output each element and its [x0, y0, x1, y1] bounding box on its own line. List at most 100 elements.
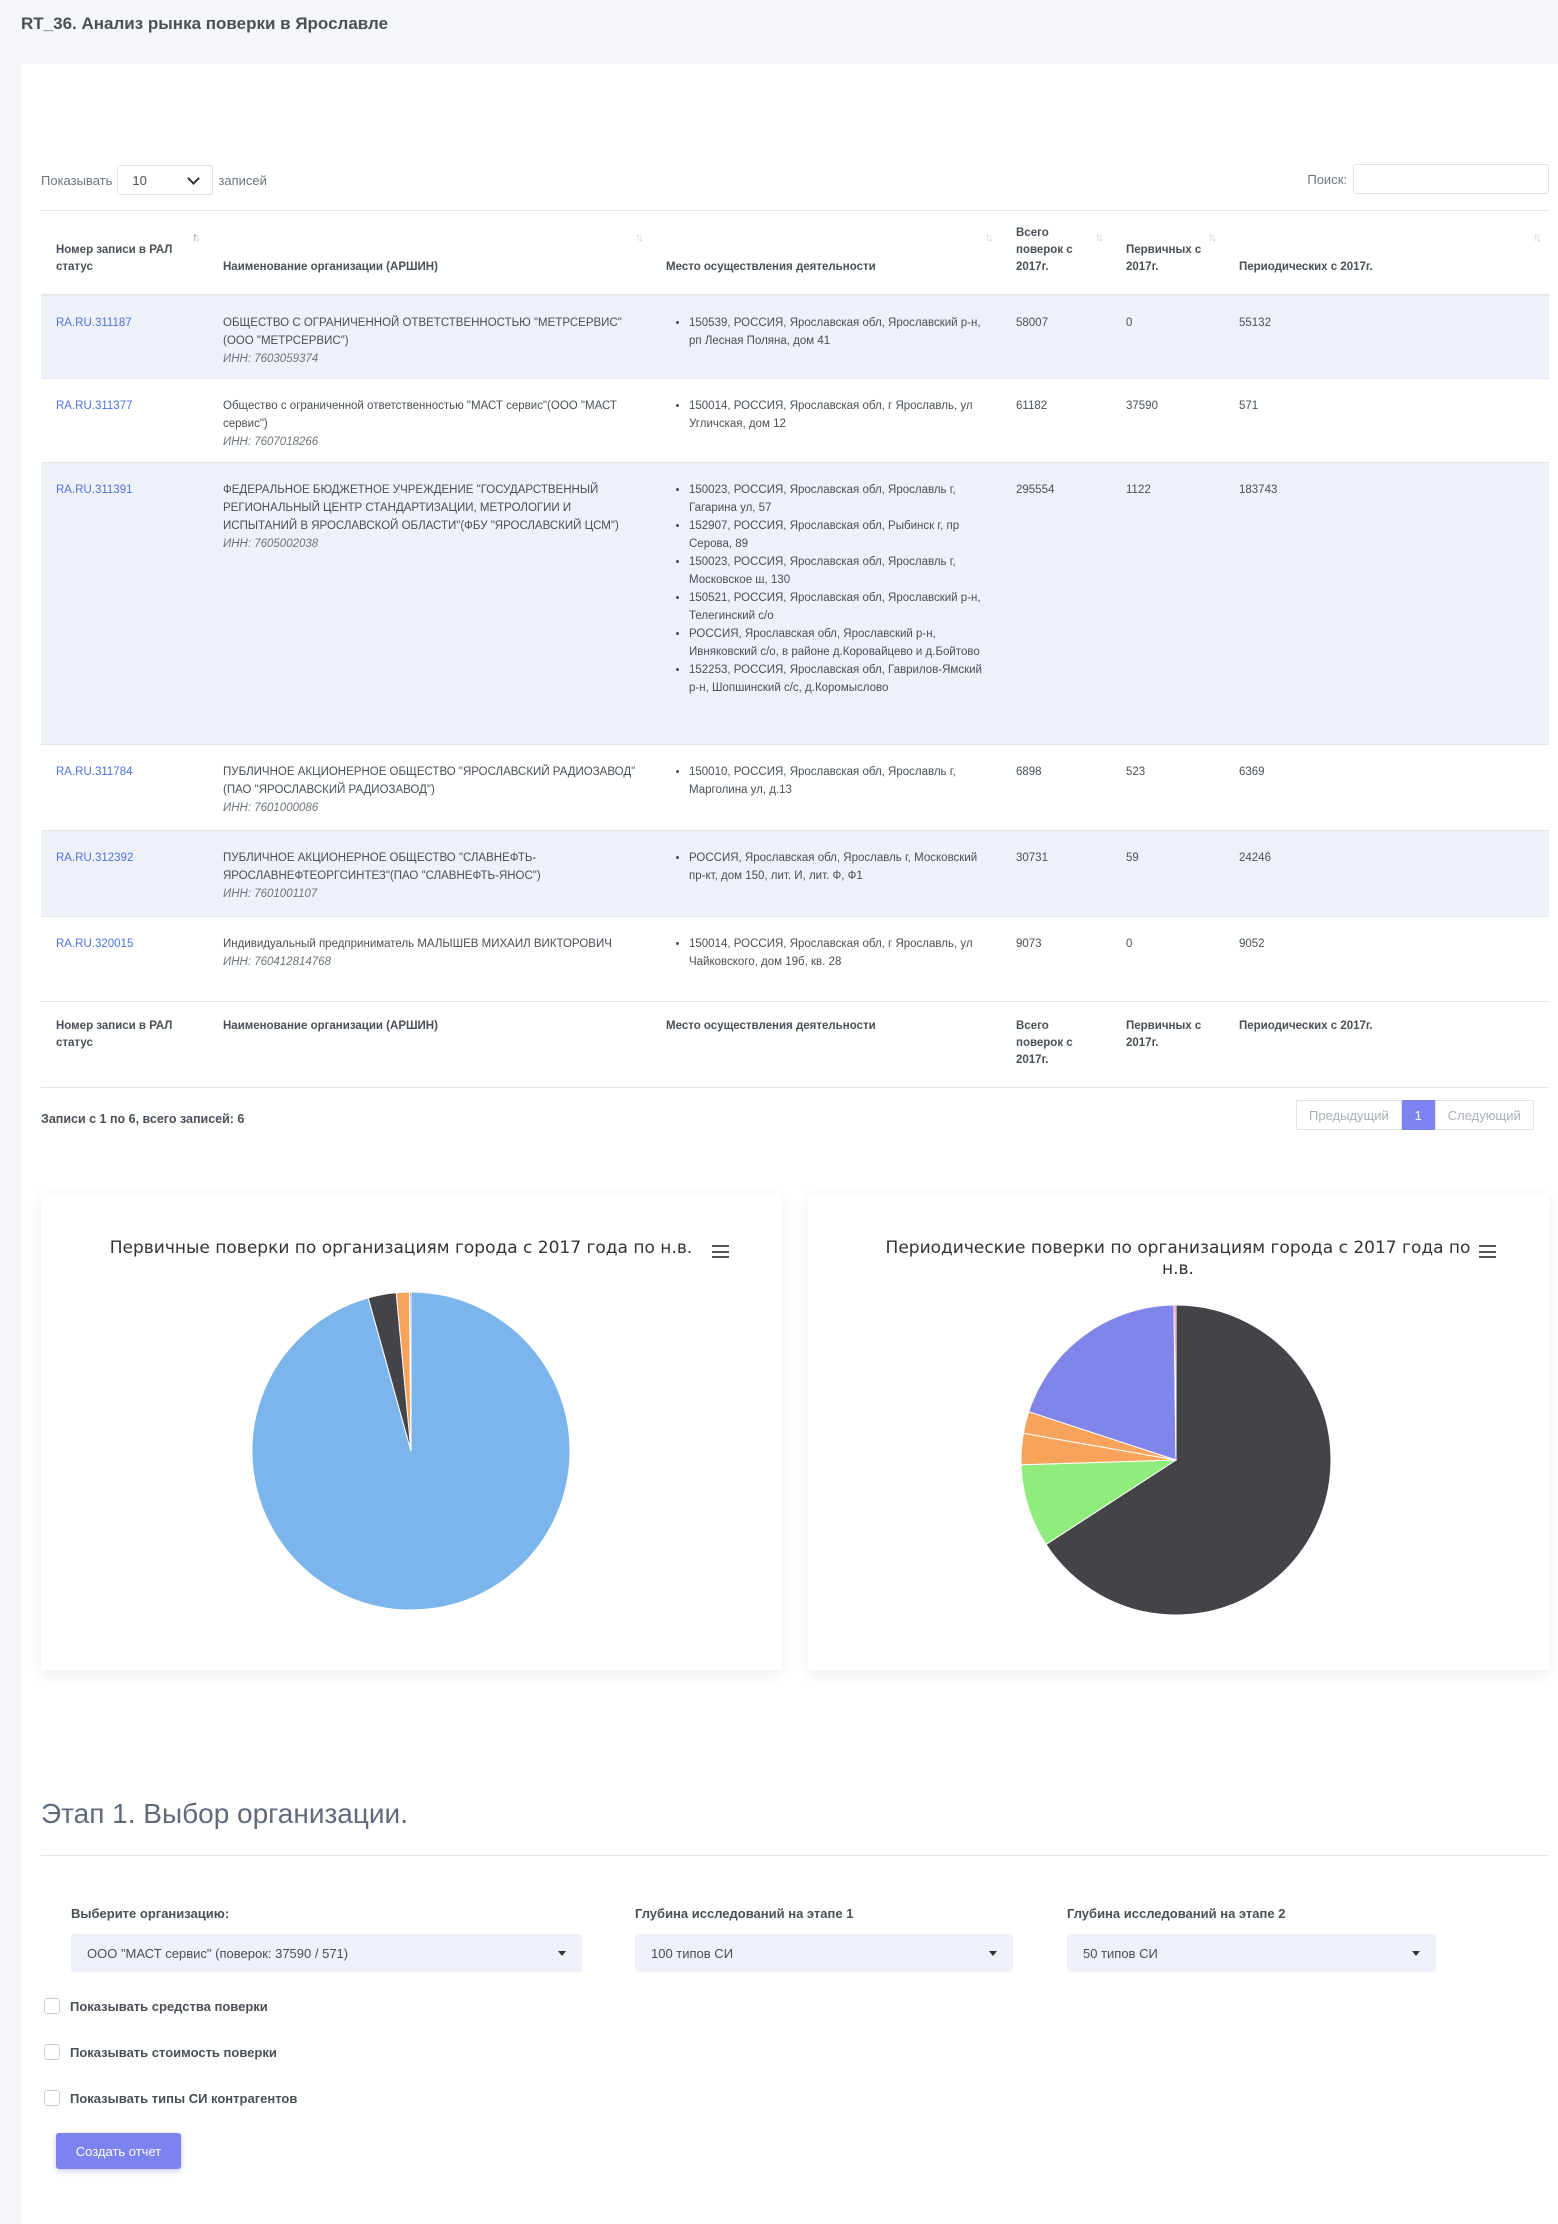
- records-label: записей: [218, 172, 267, 188]
- depth1-value: 100 типов СИ: [651, 1945, 734, 1961]
- org-name: ОБЩЕСТВО С ОГРАНИЧЕННОЙ ОТВЕТСТВЕННОСТЬЮ…: [223, 316, 622, 347]
- sort-icon: ↑↓: [1095, 230, 1104, 244]
- show-cost-label: Показывать стоимость поверки: [70, 2044, 277, 2060]
- table-row: RA.RU.311391 ФЕДЕРАЛЬНОЕ БЮДЖЕТНОЕ УЧРЕЖ…: [41, 462, 1549, 745]
- primary-cell: 0: [1111, 916, 1224, 1002]
- prev-page-button[interactable]: Предыдущий: [1296, 1100, 1402, 1130]
- col-header-org[interactable]: Наименование организации (АРШИН) ↑↓: [208, 210, 651, 296]
- sort-icon: ↑↓: [1533, 230, 1542, 244]
- col-header-primary[interactable]: Первичных с 2017г. ↑↓: [1111, 210, 1224, 296]
- total-cell: 9073: [1001, 916, 1111, 1002]
- footer-location: Место осуществления деятельности: [651, 1001, 1001, 1088]
- primary-cell: 59: [1111, 830, 1224, 917]
- chart-menu-icon[interactable]: [1479, 1245, 1496, 1262]
- periodic-cell: 571: [1224, 378, 1549, 463]
- record-link[interactable]: RA.RU.311187: [56, 316, 132, 329]
- total-cell: 58007: [1001, 294, 1111, 379]
- location-list: 150539, РОССИЯ, Ярославская обл, Ярослав…: [666, 314, 989, 350]
- location-item: РОССИЯ, Ярославская обл, Ярославский р-н…: [689, 625, 989, 661]
- location-item: РОССИЯ, Ярославская обл, Ярославль г, Мо…: [689, 849, 989, 885]
- location-item: 150023, РОССИЯ, Ярославская обл, Ярослав…: [689, 481, 989, 517]
- record-link[interactable]: RA.RU.311377: [56, 400, 133, 412]
- show-contractor-types-label: Показывать типы СИ контрагентов: [70, 2090, 298, 2106]
- col-header-total[interactable]: Всего поверок с 2017г. ↑↓: [1001, 210, 1111, 296]
- page-1-button[interactable]: 1: [1401, 1100, 1435, 1130]
- record-link[interactable]: RA.RU.311784: [56, 766, 133, 778]
- total-cell: 30731: [1001, 830, 1111, 917]
- search-label: Поиск:: [1307, 171, 1347, 187]
- record-link[interactable]: RA.RU.312392: [56, 852, 134, 864]
- org-name: Индивидуальный предприниматель МАЛЫШЕВ М…: [223, 938, 612, 950]
- location-item: 150010, РОССИЯ, Ярославская обл, Ярослав…: [689, 763, 989, 799]
- show-tools-checkbox[interactable]: [44, 1998, 60, 2014]
- total-cell: 6898: [1001, 744, 1111, 831]
- primary-cell: 523: [1111, 744, 1224, 831]
- pie-slice-1[interactable]: [1020, 1459, 1178, 1546]
- search-control: Поиск:: [1307, 164, 1549, 194]
- show-cost-checkbox[interactable]: [44, 2044, 60, 2060]
- pie-slice-5[interactable]: [1173, 1304, 1177, 1461]
- sort-icon: ↑↓: [1208, 230, 1217, 244]
- page-length-control: Показывать 10 записей: [41, 165, 267, 195]
- location-item: 150539, РОССИЯ, Ярославская обл, Ярослав…: [689, 314, 989, 350]
- caret-down-icon: [1412, 1950, 1420, 1956]
- periodic-cell: 6369: [1224, 744, 1549, 831]
- next-page-button[interactable]: Следующий: [1434, 1100, 1534, 1130]
- col-header-record[interactable]: Номер записи в РАЛ статус ↑↓: [41, 210, 208, 296]
- pagination: Предыдущий 1 Следующий: [1296, 1100, 1534, 1130]
- sort-icon: ↑↓: [635, 230, 644, 244]
- org-name: Общество с ограниченной ответственностью…: [223, 400, 617, 430]
- org-inn: ИНН: 7607018266: [223, 436, 319, 448]
- org-name: ПУБЛИЧНОЕ АКЦИОНЕРНОЕ ОБЩЕСТВО "ЯРОСЛАВС…: [223, 766, 636, 796]
- show-contractor-types-checkbox[interactable]: [44, 2090, 60, 2106]
- periodic-chart-card: Периодические поверки по организациям го…: [808, 1194, 1549, 1670]
- table-row: RA.RU.311187 ОБЩЕСТВО С ОГРАНИЧЕННОЙ ОТВ…: [41, 294, 1549, 379]
- divider: [41, 1855, 1549, 1856]
- primary-cell: 1122: [1111, 462, 1224, 745]
- total-cell: 61182: [1001, 378, 1111, 463]
- location-list: 150014, РОССИЯ, Ярославская обл, г Яросл…: [666, 935, 989, 971]
- location-item: 150014, РОССИЯ, Ярославская обл, г Яросл…: [689, 935, 989, 971]
- footer-org: Наименование организации (АРШИН): [208, 1001, 651, 1088]
- footer-total: Всего поверок с 2017г.: [1001, 1001, 1111, 1088]
- col-header-location[interactable]: Место осуществления деятельности ↑↓: [651, 210, 1001, 296]
- location-item: 152253, РОССИЯ, Ярославская обл, Гаврило…: [689, 661, 989, 697]
- show-cost-checkbox-row[interactable]: Показывать стоимость поверки: [44, 2044, 277, 2060]
- periodic-pie-chart: [1020, 1304, 1332, 1616]
- org-select[interactable]: ООО "МАСТ сервис" (поверок: 37590 / 571): [71, 1934, 582, 1972]
- org-inn: ИНН: 7601001107: [223, 888, 318, 900]
- show-tools-checkbox-row[interactable]: Показывать средства поверки: [44, 1998, 268, 2014]
- pie-slice-4[interactable]: [1028, 1304, 1177, 1461]
- pie-slice-0[interactable]: [1045, 1304, 1332, 1616]
- pie-slice-3[interactable]: [408, 1291, 412, 1452]
- show-tools-label: Показывать средства поверки: [70, 1998, 268, 2014]
- chart-title: Периодические поверки по организациям го…: [885, 1238, 1471, 1279]
- record-link[interactable]: RA.RU.311391: [56, 484, 133, 496]
- location-item: 150014, РОССИЯ, Ярославская обл, г Яросл…: [689, 397, 989, 433]
- show-contractor-types-checkbox-row[interactable]: Показывать типы СИ контрагентов: [44, 2090, 297, 2106]
- org-select-label: Выберите организацию:: [71, 1906, 230, 1921]
- footer-periodic: Периодических с 2017г.: [1224, 1001, 1549, 1088]
- periodic-cell: 9052: [1224, 916, 1549, 1002]
- create-report-button[interactable]: Создать отчет: [56, 2133, 181, 2169]
- org-inn: ИНН: 7603059374: [223, 352, 319, 365]
- record-link[interactable]: RA.RU.320015: [56, 938, 134, 950]
- depth1-label: Глубина исследований на этапе 1: [635, 1906, 854, 1921]
- depth2-select[interactable]: 50 типов СИ: [1067, 1934, 1436, 1972]
- org-name: ПУБЛИЧНОЕ АКЦИОНЕРНОЕ ОБЩЕСТВО "СЛАВНЕФТ…: [223, 852, 541, 882]
- depth1-select[interactable]: 100 типов СИ: [635, 1934, 1013, 1972]
- page-length-value: 10: [132, 172, 147, 188]
- sort-icon: ↑↓: [985, 230, 994, 244]
- location-list: 150010, РОССИЯ, Ярославская обл, Ярослав…: [666, 763, 989, 799]
- periodic-cell: 183743: [1224, 462, 1549, 745]
- col-header-periodic[interactable]: Периодических с 2017г. ↑↓: [1224, 210, 1549, 296]
- table-row: RA.RU.311784 ПУБЛИЧНОЕ АКЦИОНЕРНОЕ ОБЩЕС…: [41, 744, 1549, 831]
- chart-menu-icon[interactable]: [712, 1245, 729, 1262]
- primary-cell: 0: [1111, 294, 1224, 379]
- page-length-select[interactable]: 10: [117, 165, 214, 195]
- table-row: RA.RU.312392 ПУБЛИЧНОЕ АКЦИОНЕРНОЕ ОБЩЕС…: [41, 830, 1549, 917]
- search-input[interactable]: [1353, 164, 1549, 194]
- org-select-value: ООО "МАСТ сервис" (поверок: 37590 / 571): [87, 1945, 349, 1961]
- periodic-cell: 24246: [1224, 830, 1549, 917]
- depth2-label: Глубина исследований на этапе 2: [1067, 1906, 1286, 1921]
